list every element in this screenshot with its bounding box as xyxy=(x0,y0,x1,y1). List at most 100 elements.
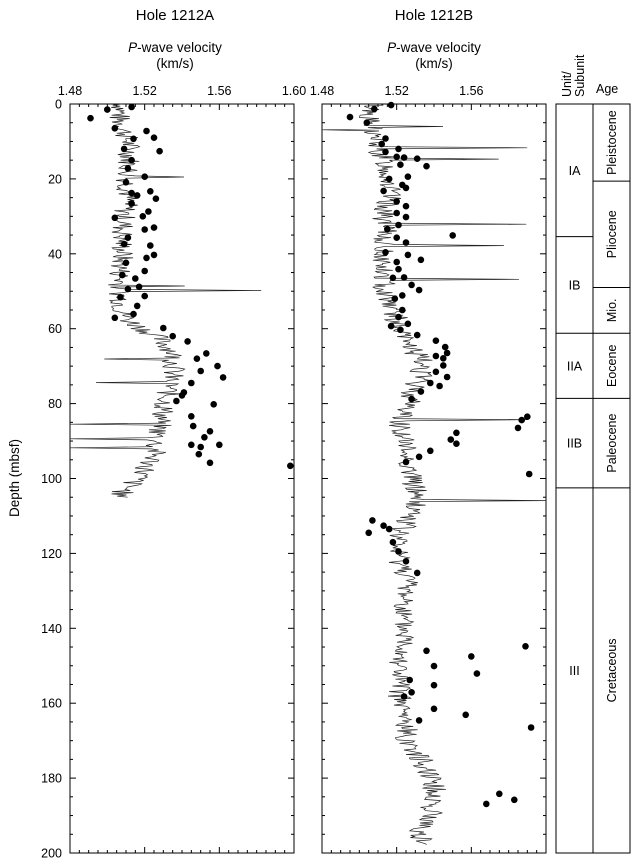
velocity-point xyxy=(527,724,535,731)
velocity-point xyxy=(441,343,449,351)
velocity-point xyxy=(393,209,401,217)
velocity-point xyxy=(389,274,397,282)
velocity-point xyxy=(120,240,128,248)
velocity-point xyxy=(178,392,186,399)
panel-hole-1212b: Hole 1212B P-wave velocity (km/s) 1.48 1.… xyxy=(310,7,547,854)
x-tick-label: 1.48 xyxy=(310,84,334,98)
velocity-point xyxy=(150,224,158,231)
velocity-point xyxy=(399,292,406,299)
velocity-point xyxy=(206,459,214,467)
velocity-point xyxy=(346,113,354,121)
plot-frame-hole-1212b xyxy=(321,103,547,854)
panel-hole-1212a: Hole 1212A P-wave velocity (km/s) Depth … xyxy=(7,7,306,861)
unit-label: IA xyxy=(569,164,581,178)
velocity-point xyxy=(393,153,401,161)
velocity-point xyxy=(400,274,408,281)
velocity-point xyxy=(139,213,147,220)
velocity-point xyxy=(483,800,490,808)
velocity-point xyxy=(150,251,158,259)
velocity-point xyxy=(427,447,434,455)
velocity-point xyxy=(427,379,434,387)
velocity-point xyxy=(117,293,124,301)
y-tick-label: 0 xyxy=(55,98,62,112)
velocity-point xyxy=(387,322,395,330)
velocity-log-trace xyxy=(69,103,262,498)
velocity-point xyxy=(152,195,160,202)
ylabel-depth: Depth (mbsf) xyxy=(7,439,22,517)
velocity-point xyxy=(443,373,451,381)
velocity-point xyxy=(385,175,393,183)
velocity-point xyxy=(143,254,150,262)
velocity-point xyxy=(417,388,425,395)
velocity-point xyxy=(399,306,406,314)
velocity-point xyxy=(511,796,518,804)
velocity-point xyxy=(363,119,371,126)
plot-frame-hole-1212a xyxy=(69,103,295,854)
velocity-point xyxy=(400,693,408,700)
velocity-point xyxy=(440,355,447,362)
velocity-point xyxy=(400,154,408,161)
velocity-point xyxy=(395,548,402,555)
velocity-point xyxy=(141,292,148,300)
velocity-point xyxy=(384,225,391,233)
velocity-point xyxy=(391,295,399,303)
log-hole-1212a xyxy=(69,103,262,498)
velocity-point xyxy=(453,440,460,448)
velocity-point xyxy=(432,352,440,360)
y-tick-label: 140 xyxy=(41,622,62,636)
velocity-point xyxy=(462,711,470,719)
velocity-point xyxy=(404,173,412,180)
x-tick-label: 1.52 xyxy=(132,84,156,98)
velocity-point xyxy=(453,429,460,437)
velocity-point xyxy=(132,275,139,282)
velocity-point xyxy=(413,155,421,162)
y-tick-label: 80 xyxy=(48,397,62,411)
xlabel-rest: -wave velocity xyxy=(396,40,481,55)
ticks-hole-1212a: 1.48 1.52 1.56 1.60 0 20 40 60 80 100 120 140 160 180… xyxy=(41,84,306,861)
velocity-point xyxy=(393,258,401,266)
velocity-point xyxy=(413,569,421,577)
velocity-point xyxy=(124,234,132,241)
velocity-point xyxy=(169,332,176,340)
velocity-point xyxy=(524,413,531,421)
velocity-point xyxy=(214,362,221,370)
velocity-point xyxy=(447,436,455,443)
velocity-point xyxy=(188,413,195,420)
xunits-hole-1212b: (km/s) xyxy=(415,56,453,71)
y-tick-label: 160 xyxy=(41,697,62,711)
velocity-point xyxy=(195,450,203,458)
velocity-point xyxy=(525,470,533,478)
velocity-point xyxy=(111,214,119,222)
velocity-point xyxy=(404,320,412,328)
velocity-point xyxy=(432,337,440,345)
velocity-point xyxy=(156,147,163,155)
velocity-point xyxy=(173,397,180,405)
velocity-point xyxy=(188,379,195,387)
velocity-point xyxy=(430,705,438,713)
velocity-point xyxy=(87,114,94,122)
velocity-point xyxy=(449,232,457,239)
y-tick-label: 120 xyxy=(41,547,62,561)
velocity-point xyxy=(432,368,440,376)
velocity-log-trace xyxy=(321,103,547,845)
velocity-point xyxy=(417,256,425,264)
velocity-point xyxy=(408,395,415,403)
velocity-point xyxy=(496,790,503,798)
velocity-point xyxy=(184,338,191,345)
velocity-point xyxy=(141,267,148,275)
velocity-point xyxy=(135,283,143,291)
y-tick-label: 60 xyxy=(48,322,62,336)
title-hole-1212a: Hole 1212A xyxy=(136,7,214,24)
xlabel-rest: -wave velocity xyxy=(137,40,222,55)
velocity-point xyxy=(130,310,137,318)
velocity-point xyxy=(147,242,154,249)
velocity-point xyxy=(119,271,126,279)
stratigraphy-column: Unit/ Subunit Age IA IB IIA IIB III Pleistoce… xyxy=(555,54,631,854)
velocity-point xyxy=(197,367,204,375)
velocity-point xyxy=(402,213,410,221)
velocity-point xyxy=(124,285,132,293)
velocity-point xyxy=(436,382,443,390)
stratigraphy-intervals: IA IB IIA IIB III Pleistocene Pliocene Mio. Eoce… xyxy=(556,110,630,702)
velocity-point xyxy=(124,165,132,172)
